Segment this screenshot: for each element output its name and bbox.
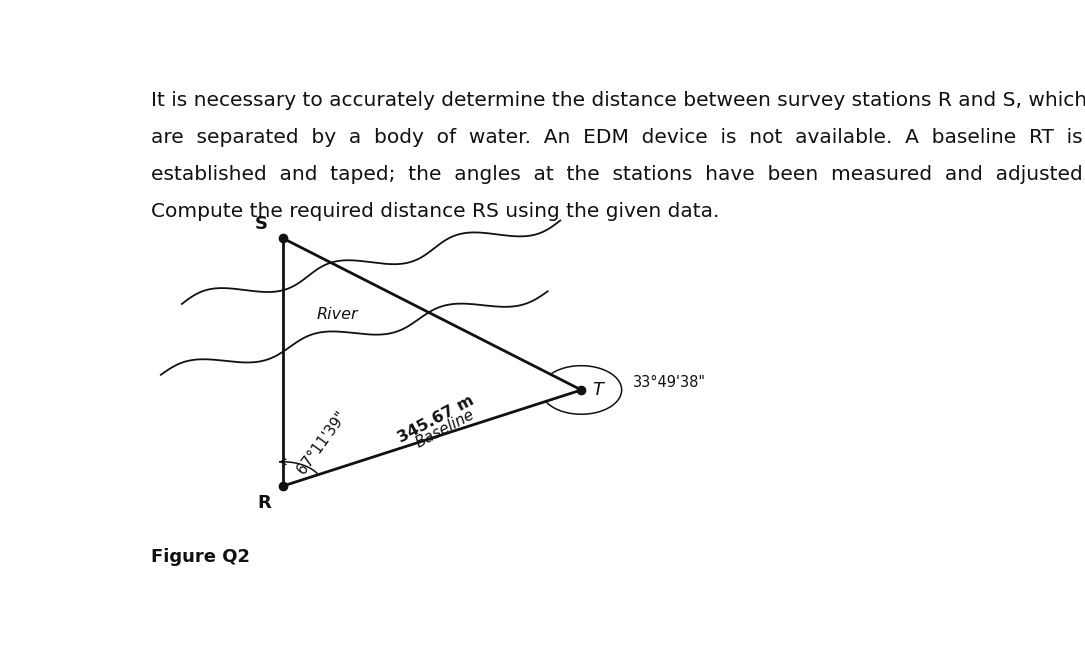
Text: 67°11'39": 67°11'39" bbox=[294, 409, 349, 477]
Text: It is necessary to accurately determine the distance between survey stations R a: It is necessary to accurately determine … bbox=[151, 91, 1085, 110]
Text: S: S bbox=[255, 215, 268, 233]
Text: T: T bbox=[592, 381, 603, 399]
Text: established  and  taped;  the  angles  at  the  stations  have  been  measured  : established and taped; the angles at the… bbox=[151, 166, 1085, 185]
Text: Baseline: Baseline bbox=[412, 407, 476, 451]
Text: Figure Q2: Figure Q2 bbox=[151, 547, 250, 566]
Text: 33°49'38": 33°49'38" bbox=[633, 375, 705, 390]
Text: are  separated  by  a  body  of  water.  An  EDM  device  is  not  available.  A: are separated by a body of water. An EDM… bbox=[151, 128, 1083, 147]
Text: 345.67 m: 345.67 m bbox=[396, 392, 476, 445]
Text: Compute the required distance RS using the given data.: Compute the required distance RS using t… bbox=[151, 202, 719, 221]
Text: River: River bbox=[317, 307, 358, 321]
Text: R: R bbox=[257, 493, 271, 512]
